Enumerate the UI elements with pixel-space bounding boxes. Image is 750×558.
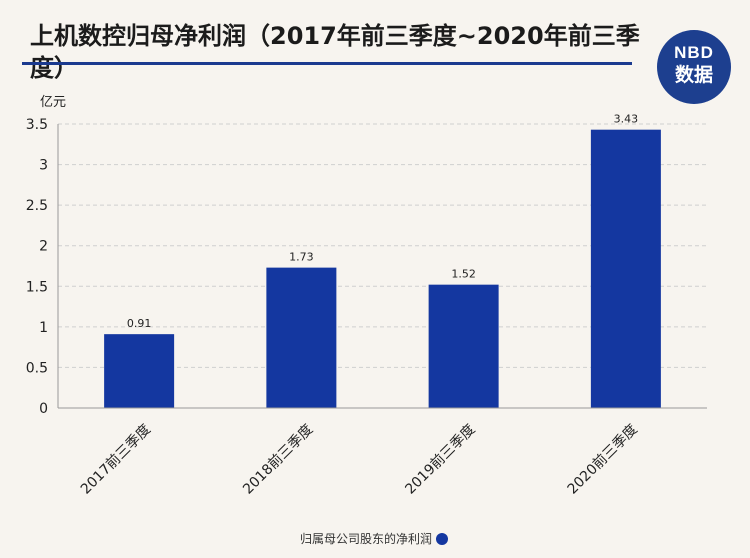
logo-line1: NBD xyxy=(674,43,714,62)
chart-title: 上机数控归母净利润（2017年前三季度~2020年前三季度） xyxy=(30,22,640,82)
data-label: 1.73 xyxy=(289,251,314,264)
title-underline xyxy=(22,62,632,65)
y-tick-label: 0 xyxy=(39,401,48,417)
legend-swatch xyxy=(436,532,449,545)
data-label: 3.43 xyxy=(614,113,639,126)
y-axis-unit: 亿元 xyxy=(40,95,66,110)
y-tick-label: 3 xyxy=(39,158,48,174)
y-tick-label: 3.5 xyxy=(26,117,48,133)
x-tick-label: 2017前三季度 xyxy=(77,421,154,498)
y-tick-label: 1.5 xyxy=(26,279,48,295)
data-labels: 0.91 1.73 1.52 3.43 xyxy=(127,113,638,330)
x-axis-ticks: 2017前三季度 2018前三季度 2019前三季度 2020前三季度 xyxy=(77,421,641,498)
y-axis-ticks: 0 0.5 1 1.5 2 2.5 3 3.5 xyxy=(26,117,48,417)
bar xyxy=(266,267,337,408)
bars xyxy=(104,129,661,408)
logo-line2: 数据 xyxy=(674,64,713,86)
y-tick-label: 2 xyxy=(39,239,48,255)
legend-label: 归属母公司股东的净利润 xyxy=(300,532,433,546)
bar xyxy=(590,129,661,408)
bar xyxy=(104,334,175,408)
y-tick-label: 0.5 xyxy=(26,360,48,376)
bar xyxy=(428,284,499,408)
data-label: 0.91 xyxy=(127,317,152,330)
x-tick-label: 2019前三季度 xyxy=(402,421,479,498)
nbd-logo: NBD 数据 xyxy=(657,30,731,104)
y-tick-label: 1 xyxy=(39,320,48,336)
y-tick-label: 2.5 xyxy=(26,198,48,214)
x-tick-label: 2018前三季度 xyxy=(239,421,316,498)
x-tick-label: 2020前三季度 xyxy=(564,421,641,498)
data-label: 1.52 xyxy=(451,268,476,281)
legend: 归属母公司股东的净利润 xyxy=(300,530,449,547)
